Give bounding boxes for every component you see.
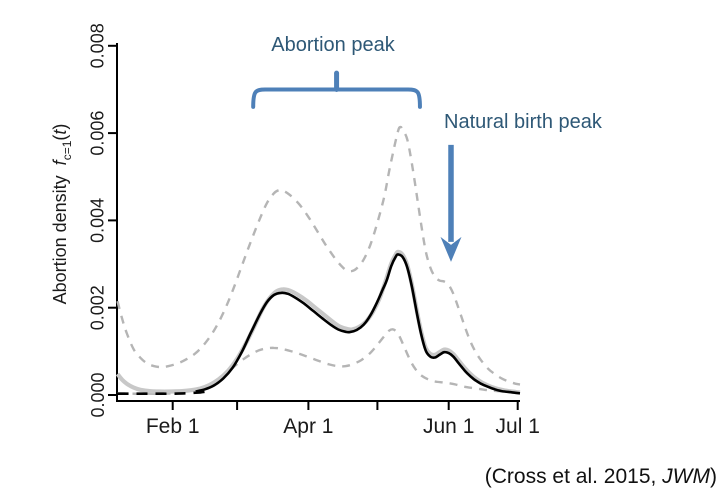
y-tick-label: 0.000 — [88, 372, 108, 417]
math-t-symbol: t — [50, 129, 71, 135]
y-tick-label: 0.004 — [88, 198, 108, 243]
x-tick-label: Feb 1 — [146, 415, 200, 438]
x-tick-label: Jul 1 — [496, 415, 540, 438]
curve-posterior_mean_gray — [115, 249, 521, 395]
citation-journal: JWM — [662, 465, 710, 488]
x-tick-label: Apr 1 — [283, 415, 333, 438]
curve-lower_95ci — [117, 328, 521, 395]
y-axis-title-text: Abortion density — [50, 175, 71, 305]
y-tick-label: 0.008 — [88, 23, 108, 68]
curve-upper_95ci — [116, 125, 521, 386]
curve-median_black — [195, 253, 521, 395]
math-subscript: c=1 — [59, 140, 74, 161]
y-tick-label: 0.002 — [88, 285, 108, 330]
x-tick-label: Jun 1 — [423, 415, 474, 438]
abortion-peak-brace — [251, 87, 422, 109]
citation-suffix: ) — [710, 465, 717, 488]
natural-birth-peak-annotation-label: Natural birth peak — [444, 111, 602, 133]
natural-birth-arrowhead-icon — [440, 236, 462, 262]
y-tick-label: 0.006 — [88, 111, 108, 156]
citation-prefix: (Cross et al. 2015, — [484, 465, 663, 488]
abortion-peak-annotation-label: Abortion peak — [271, 34, 395, 56]
math-f-symbol: f — [50, 160, 71, 166]
citation: (Cross et al. 2015, JWM) — [485, 465, 717, 489]
curve-median_black_dashed_tail — [117, 389, 210, 396]
